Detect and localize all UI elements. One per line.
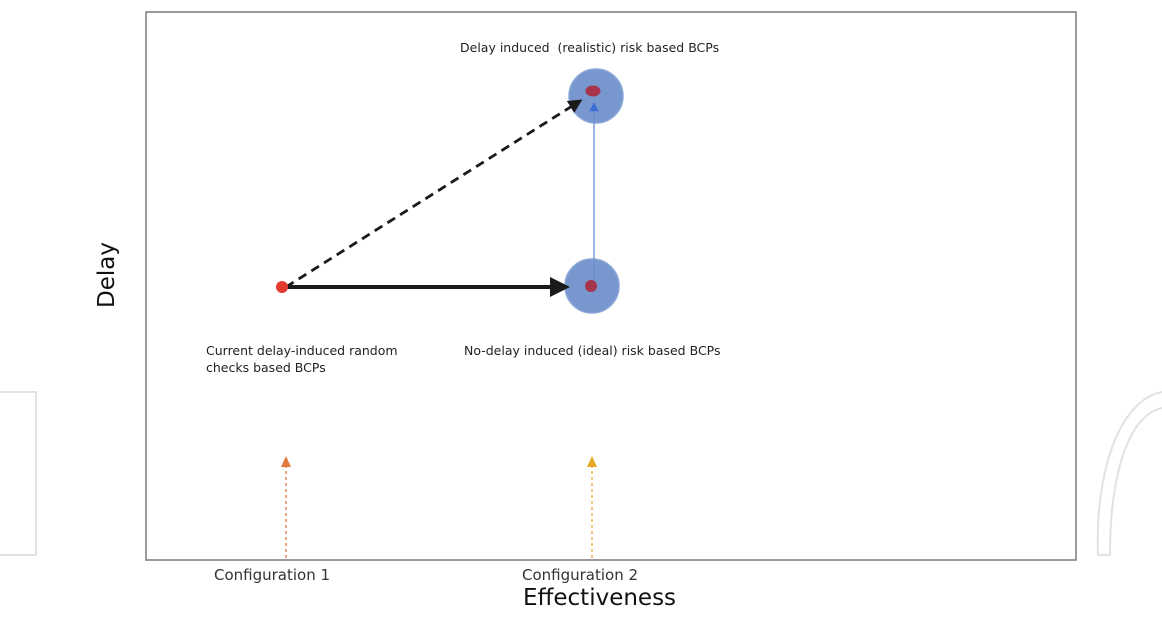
config-1-arrow-head xyxy=(281,456,291,467)
config-2-arrow-head xyxy=(587,456,597,467)
config-1-label: Configuration 1 xyxy=(214,566,331,584)
x-axis-title: Effectiveness xyxy=(523,585,677,611)
watermark-stroke-right xyxy=(1096,391,1162,556)
watermark xyxy=(0,391,1162,556)
realistic-node-label: Delay induced (realistic) risk based BCP… xyxy=(460,40,720,55)
edge-current-to-realistic xyxy=(285,99,583,289)
config-2-label: Configuration 2 xyxy=(522,566,639,584)
current-node-label: Current delay-induced random checks base… xyxy=(206,343,398,375)
realistic-node-core xyxy=(585,85,601,97)
ideal-node-core xyxy=(585,280,597,292)
watermark-stroke-left xyxy=(0,391,37,556)
current-node xyxy=(276,281,288,293)
ideal-node-label: No-delay induced (ideal) risk based BCPs xyxy=(464,343,721,358)
y-axis-title: Delay xyxy=(94,242,120,308)
